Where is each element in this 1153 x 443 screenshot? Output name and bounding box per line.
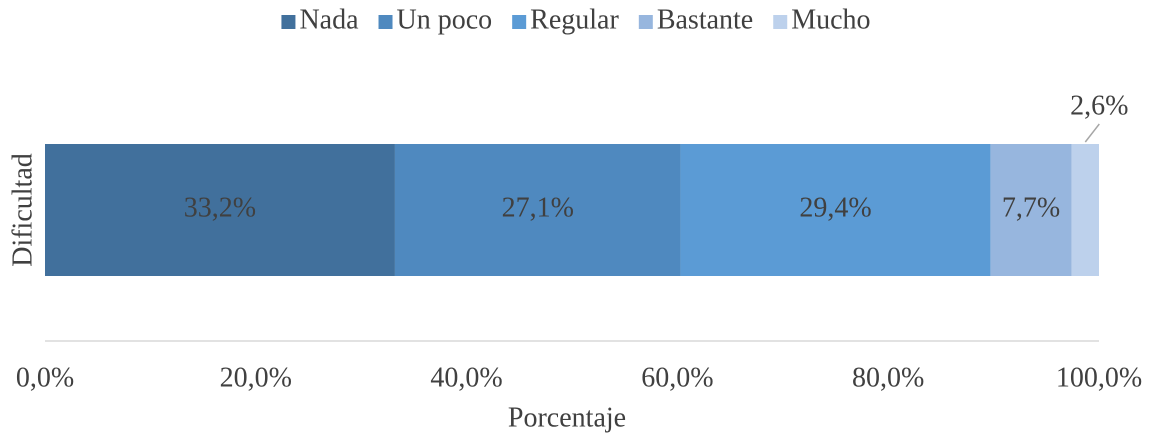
legend-swatch <box>378 15 393 29</box>
legend-label: Bastante <box>657 4 753 35</box>
bar-segment <box>990 144 1072 276</box>
legend-swatch <box>638 15 653 29</box>
x-tick-label: 100,0% <box>1056 362 1142 393</box>
x-tick-label: 60,0% <box>641 362 713 393</box>
legend-label: Un poco <box>397 4 493 35</box>
data-label: 33,2% <box>184 192 256 223</box>
y-tick-label: Dificultad <box>7 153 38 267</box>
bar-segment <box>680 144 991 276</box>
x-tick-label: 0,0% <box>16 362 74 393</box>
x-tick-label: 40,0% <box>430 362 502 393</box>
legend-label: Nada <box>299 4 359 35</box>
x-axis-label: Porcentaje <box>508 402 626 433</box>
legend-swatch <box>512 15 527 29</box>
data-label: 29,4% <box>799 192 871 223</box>
bar-segment <box>394 144 681 276</box>
bar-segment <box>45 144 395 276</box>
legend-swatch <box>773 15 788 29</box>
data-label: 7,7% <box>1002 192 1060 223</box>
legend-label: Mucho <box>791 4 870 35</box>
legend-label: Regular <box>530 4 619 35</box>
leader-line <box>1084 123 1100 143</box>
legend-swatch <box>281 15 296 29</box>
x-tick-label: 20,0% <box>220 362 292 393</box>
x-tick-label: 80,0% <box>852 362 924 393</box>
data-label: 27,1% <box>502 192 574 223</box>
data-label: 2,6% <box>1070 90 1128 121</box>
bar-segment <box>1071 144 1099 276</box>
